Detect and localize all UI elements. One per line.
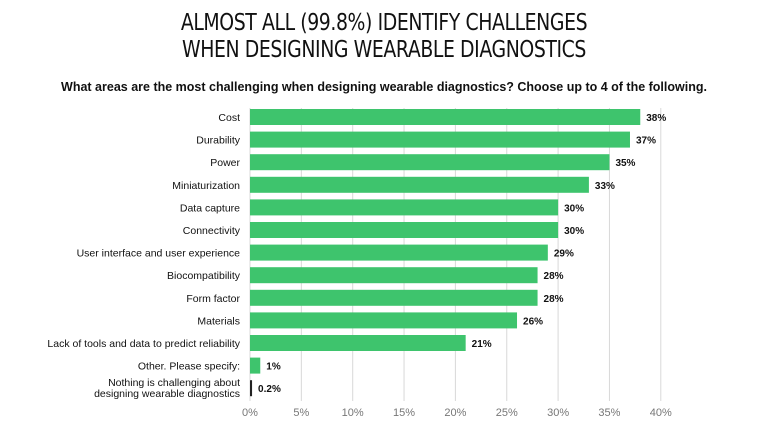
bar <box>250 222 559 238</box>
value-label: 35% <box>615 158 635 169</box>
bar <box>250 244 548 261</box>
value-label: 21% <box>472 339 492 350</box>
category-label: User interface and user experience <box>77 248 241 260</box>
category-label: Materials <box>197 315 240 327</box>
bar <box>250 267 538 284</box>
category-label: Data capture <box>180 202 240 214</box>
bar <box>250 199 559 216</box>
value-label: 37% <box>636 136 656 147</box>
value-label: 26% <box>523 316 543 327</box>
bar <box>250 312 518 329</box>
x-tick-label: 35% <box>598 407 620 419</box>
category-label: Other. Please specify: <box>138 361 240 373</box>
x-tick-label: 0% <box>242 407 258 419</box>
category-label: Nothing is challenging about designing we… <box>94 377 240 400</box>
value-label: 28% <box>544 271 564 282</box>
value-label: 1% <box>266 362 281 373</box>
x-tick-label: 40% <box>650 407 672 419</box>
category-label: Power <box>210 157 240 169</box>
bar <box>250 154 610 171</box>
value-label: 38% <box>646 113 666 124</box>
bar <box>250 131 630 148</box>
x-tick-label: 20% <box>444 407 466 419</box>
value-label: 29% <box>554 249 574 260</box>
x-tick-label: 10% <box>342 407 364 419</box>
category-label: Durability <box>196 135 241 147</box>
bar <box>250 357 261 374</box>
category-label: Biocompatibility <box>167 270 241 282</box>
value-label: 33% <box>595 181 615 192</box>
value-label: 30% <box>564 226 584 237</box>
chart-title: ALMOST ALL (99.8%) IDENTIFY CHALLENGES W… <box>69 10 699 64</box>
x-tick-label: 15% <box>393 407 415 419</box>
bar <box>250 380 253 397</box>
bar <box>250 335 466 351</box>
x-tick-label: 25% <box>496 407 518 419</box>
x-tick-label: 30% <box>547 407 569 419</box>
chart-subtitle: What areas are the most challenging when… <box>61 80 707 94</box>
category-label: Miniaturization <box>172 180 240 192</box>
category-label: Connectivity <box>183 225 241 237</box>
category-label: Cost <box>218 112 240 124</box>
bar <box>250 176 589 193</box>
value-label: 0.2% <box>258 384 281 395</box>
bar <box>250 289 538 306</box>
chart-title-line-2: WHEN DESIGNING WEARABLE DIAGNOSTICS <box>182 37 586 63</box>
category-label: Form factor <box>186 293 240 305</box>
value-label: 28% <box>544 294 564 305</box>
bar <box>250 109 641 125</box>
value-label: 30% <box>564 203 584 214</box>
category-label: Lack of tools and data to predict reliab… <box>47 338 240 350</box>
chart-title-line-1: ALMOST ALL (99.8%) IDENTIFY CHALLENGES <box>180 10 588 36</box>
x-tick-label: 5% <box>293 407 309 419</box>
